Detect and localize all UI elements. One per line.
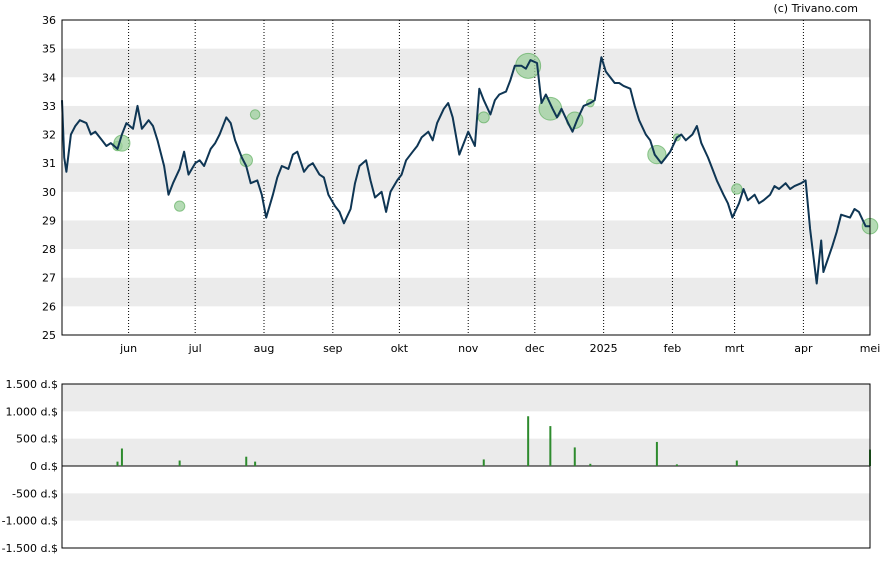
- x-tick-label: mrt: [725, 342, 745, 355]
- volume-y-tick-label: -1.500 d.$: [2, 542, 58, 555]
- x-tick-label: apr: [794, 342, 813, 355]
- volume-bubble: [174, 200, 186, 212]
- price-grid-band: [62, 277, 870, 307]
- price-y-tick-label: 35: [42, 43, 56, 56]
- price-grid-band: [62, 48, 870, 78]
- x-tick-label: mei: [860, 342, 881, 355]
- x-tick-label: 2025: [590, 342, 618, 355]
- price-y-tick-label: 28: [42, 243, 56, 256]
- volume-bar: [573, 447, 576, 466]
- x-tick-label: sep: [323, 342, 342, 355]
- volume-bar: [482, 459, 485, 466]
- price-line: [61, 56, 870, 285]
- volume-bar: [178, 460, 181, 466]
- price-grid-band: [62, 105, 870, 135]
- volume-y-tick-label: 500 d.$: [16, 433, 58, 446]
- volume-bar: [589, 463, 592, 466]
- volume-y-tick-label: 1.000 d.$: [6, 405, 58, 418]
- volume-bar: [254, 461, 257, 466]
- price-y-tick-label: 36: [42, 14, 56, 27]
- volume-bar: [245, 456, 248, 466]
- price-y-tick-label: 34: [42, 71, 56, 84]
- x-tick-label: dec: [525, 342, 545, 355]
- volume-bar: [549, 426, 552, 466]
- volume-bar: [116, 461, 119, 466]
- price-grid-band: [62, 163, 870, 192]
- volume-bar: [655, 441, 658, 466]
- price-y-tick-label: 30: [42, 186, 56, 199]
- price-y-tick-label: 33: [42, 100, 56, 113]
- volume-grid-band: [62, 493, 870, 521]
- x-tick-label: jun: [119, 342, 137, 355]
- volume-bar: [735, 460, 738, 466]
- volume-y-tick-label: -500 d.$: [12, 487, 58, 500]
- credit-label: (c) Trivano.com: [773, 2, 858, 15]
- x-tick-label: nov: [458, 342, 479, 355]
- volume-bar: [527, 416, 530, 466]
- volume-bar: [120, 448, 123, 466]
- volume-y-tick-label: -1.000 d.$: [2, 515, 58, 528]
- volume-y-tick-label: 1.500 d.$: [6, 378, 58, 391]
- volume-grid-band: [62, 438, 870, 466]
- x-tick-label: feb: [664, 342, 682, 355]
- x-tick-label: aug: [254, 342, 275, 355]
- volume-grid-band: [62, 384, 870, 412]
- volume-plot-frame: [61, 383, 871, 549]
- price-grid-band: [62, 220, 870, 250]
- volume-y-tick-label: 0 d.$: [30, 460, 58, 473]
- price-y-tick-label: 25: [42, 329, 56, 342]
- volume-bubble: [477, 111, 490, 124]
- price-y-tick-label: 29: [42, 214, 56, 227]
- price-plot-frame: [61, 19, 871, 336]
- volume-bubble: [731, 183, 743, 195]
- x-tick-label: okt: [391, 342, 409, 355]
- price-y-tick-label: 32: [42, 129, 56, 142]
- volume-bubble: [249, 109, 261, 120]
- price-y-tick-label: 31: [42, 157, 56, 170]
- price-y-tick-label: 27: [42, 272, 56, 285]
- x-tick-label: jul: [188, 342, 202, 355]
- volume-bar: [675, 464, 678, 466]
- price-y-tick-label: 26: [42, 300, 56, 313]
